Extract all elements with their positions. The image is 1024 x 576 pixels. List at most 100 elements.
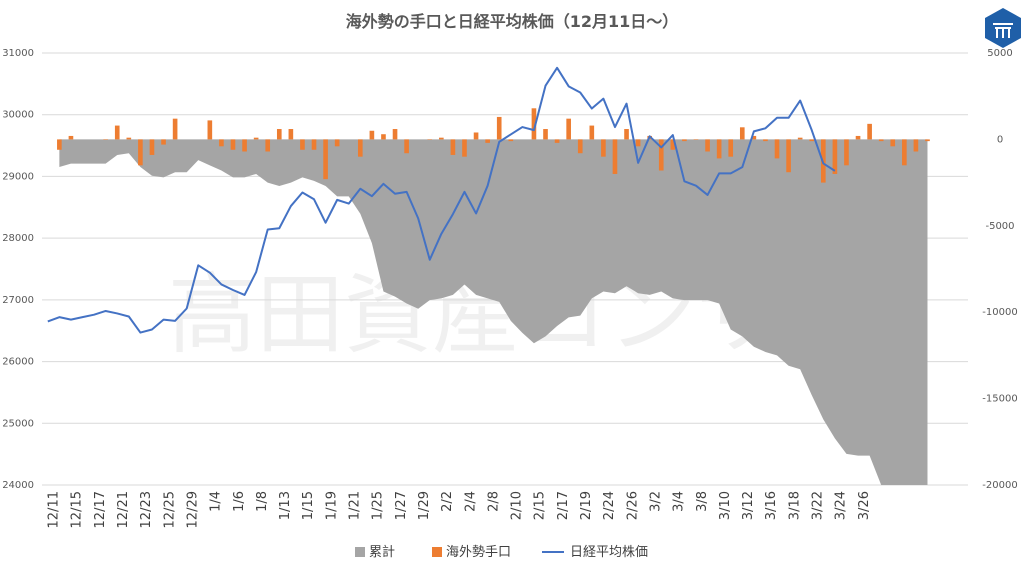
x-axis-tick-label: 12/11: [47, 491, 62, 528]
x-axis-tick-label: 1/19: [324, 491, 339, 520]
flow-bar: [369, 130, 375, 140]
flow-bar: [844, 139, 849, 166]
x-axis-tick-label: 2/15: [533, 491, 548, 520]
flow-bar: [670, 139, 676, 150]
flow-bar: [473, 132, 479, 140]
x-axis-tick-label: 2/26: [625, 491, 640, 520]
x-axis-tick-label: 12/17: [93, 491, 108, 528]
x-axis-tick-label: 3/4: [672, 491, 687, 512]
left-axis-tick-label: 26000: [2, 357, 34, 368]
x-axis-tick-label: 3/10: [718, 491, 733, 520]
left-axis-tick-label: 31000: [2, 48, 34, 59]
x-axis-tick-label: 2/24: [602, 491, 617, 520]
x-axis-tick-label: 2/2: [440, 491, 455, 512]
left-axis-tick-label: 28000: [2, 233, 34, 244]
legend-swatch: [355, 547, 365, 557]
x-axis-tick-label: 1/6: [232, 491, 247, 512]
flow-bar: [774, 139, 780, 159]
x-axis-tick-label: 1/29: [417, 491, 432, 520]
chart-title: 海外勢の手口と日経平均株価（12月11日〜）: [346, 12, 679, 31]
flow-bar: [658, 139, 664, 171]
right-axis-tick-label: -10000: [982, 307, 1017, 318]
flow-bar: [172, 118, 178, 140]
x-axis-tick-label: 12/15: [70, 491, 85, 528]
right-axis-ticks: -20000 -15000 -10000 -5000 0 5000: [982, 48, 1017, 491]
logo-icon: [985, 8, 1021, 48]
x-axis-tick-label: 2/17: [556, 491, 571, 520]
flow-bar: [207, 120, 213, 140]
x-axis-tick-label: 1/25: [371, 491, 386, 520]
flow-bar: [786, 139, 791, 173]
flow-bar: [878, 139, 884, 142]
flow-bar: [612, 139, 618, 174]
flow-bar: [57, 139, 62, 150]
x-axis-tick-label: 1/21: [348, 491, 363, 520]
cumulative-area-shape: [59, 139, 928, 485]
flow-bar: [508, 139, 514, 142]
right-axis-tick-label: 0: [997, 134, 1003, 145]
x-axis-tick-label: 3/8: [695, 491, 710, 512]
x-axis-tick-label: 3/26: [857, 491, 872, 520]
flow-bar: [161, 139, 166, 145]
x-axis-tick-label: 12/23: [139, 491, 154, 528]
flow-bar: [925, 139, 930, 142]
flow-bar: [763, 139, 768, 142]
flow-bar: [68, 135, 74, 140]
x-axis-tick-label: 3/16: [764, 491, 779, 520]
flow-bar: [485, 139, 490, 143]
legend-label: 日経平均株価: [570, 545, 648, 560]
flow-bar: [103, 139, 108, 140]
flow-bar: [867, 123, 872, 140]
flow-bar: [126, 137, 132, 140]
flow-bar: [114, 125, 120, 140]
flow-bar: [809, 139, 815, 142]
flow-bar: [230, 139, 236, 150]
flow-bar: [890, 139, 896, 147]
flow-bar: [496, 116, 502, 140]
x-axis-tick-label: 3/12: [741, 491, 756, 520]
legend: 累計 海外勢手口 日経平均株価: [355, 544, 648, 560]
flow-bar: [311, 139, 317, 150]
flow-bar: [577, 139, 583, 154]
flow-bar: [716, 139, 722, 159]
x-axis-tick-label: 1/4: [209, 491, 224, 512]
right-axis-tick-label: -5000: [985, 221, 1014, 232]
right-axis-tick-label: 5000: [987, 48, 1012, 59]
flow-bar: [705, 139, 710, 152]
x-axis-tick-label: 3/24: [834, 491, 849, 520]
flow-bar: [543, 129, 548, 140]
flow-bars: [57, 108, 930, 183]
flow-bar: [253, 137, 259, 140]
x-axis-tick-label: 3/18: [787, 491, 802, 520]
cumulative-area: [59, 139, 928, 485]
flow-bar: [832, 139, 838, 174]
nikkei-line: [47, 66, 836, 334]
x-axis-tick-label: 12/21: [116, 491, 131, 528]
x-axis-tick-label: 12/29: [185, 491, 200, 528]
legend-swatch: [432, 547, 442, 557]
flow-bar: [288, 129, 294, 140]
legend-label: 海外勢手口: [446, 545, 511, 560]
flow-bar: [404, 139, 409, 154]
flow-bar: [554, 139, 560, 143]
flow-bar: [427, 139, 433, 140]
x-axis-tick-label: 3/2: [648, 491, 663, 512]
flow-bar: [357, 139, 363, 157]
x-axis-tick-label: 2/8: [486, 491, 501, 512]
flow-bar: [381, 134, 386, 140]
left-axis-tick-label: 25000: [2, 418, 34, 429]
left-axis-tick-label: 27000: [2, 295, 34, 306]
x-axis-tick-label: 1/13: [278, 491, 293, 520]
flow-bar: [300, 139, 305, 150]
flow-bar: [902, 139, 907, 166]
flow-bar: [219, 139, 224, 147]
flow-bar: [323, 139, 328, 180]
flow-bar: [797, 137, 803, 140]
flow-bar: [276, 129, 282, 140]
flow-bar: [728, 139, 734, 157]
flow-bar: [334, 139, 340, 147]
flow-bar: [138, 139, 143, 166]
left-axis-tick-label: 24000: [2, 480, 34, 491]
x-axis-tick-label: 2/19: [579, 491, 594, 520]
